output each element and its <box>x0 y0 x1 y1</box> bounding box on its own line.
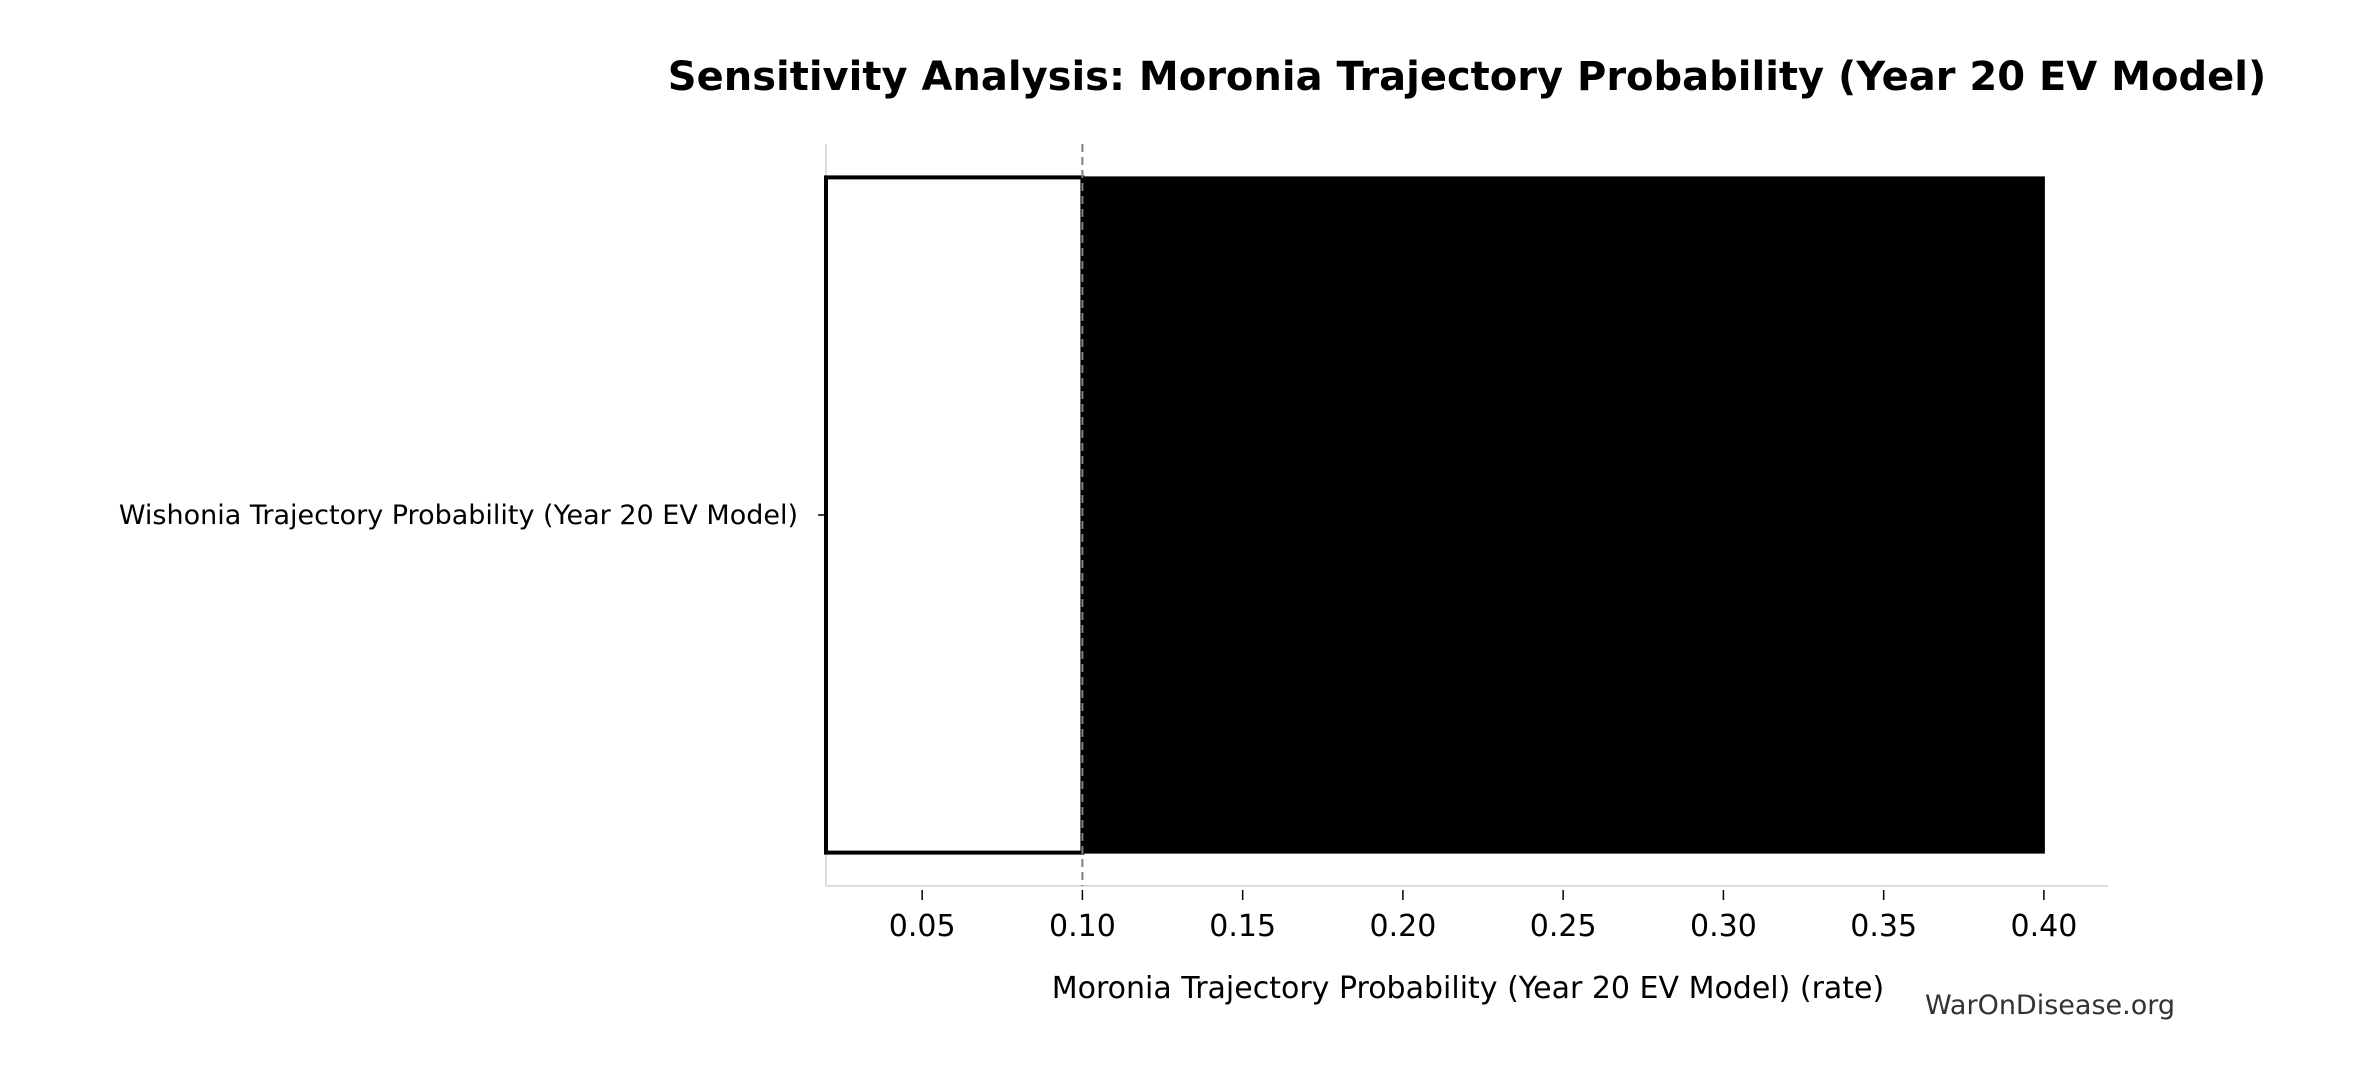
x-tick-label: 0.10 <box>1049 909 1116 944</box>
x-tick-label: 0.05 <box>889 909 956 944</box>
bar-high <box>1081 176 2045 854</box>
chart-title: Sensitivity Analysis: Moronia Trajectory… <box>668 54 2266 100</box>
plot-area: Wishonia Trajectory Probability (Year 20… <box>119 144 2108 944</box>
watermark: WarOnDisease.org <box>1925 990 2175 1021</box>
x-tick-label: 0.15 <box>1209 909 1276 944</box>
y-tick-label: Wishonia Trajectory Probability (Year 20… <box>119 500 798 531</box>
x-tick-label: 0.25 <box>1530 909 1597 944</box>
x-tick-label: 0.20 <box>1370 909 1437 944</box>
x-tick-label: 0.30 <box>1690 909 1757 944</box>
x-tick-label: 0.40 <box>2011 909 2078 944</box>
x-tick-label: 0.35 <box>1850 909 1917 944</box>
bar-low <box>824 175 1085 855</box>
x-axis-label: Moronia Trajectory Probability (Year 20 … <box>1052 971 1884 1006</box>
